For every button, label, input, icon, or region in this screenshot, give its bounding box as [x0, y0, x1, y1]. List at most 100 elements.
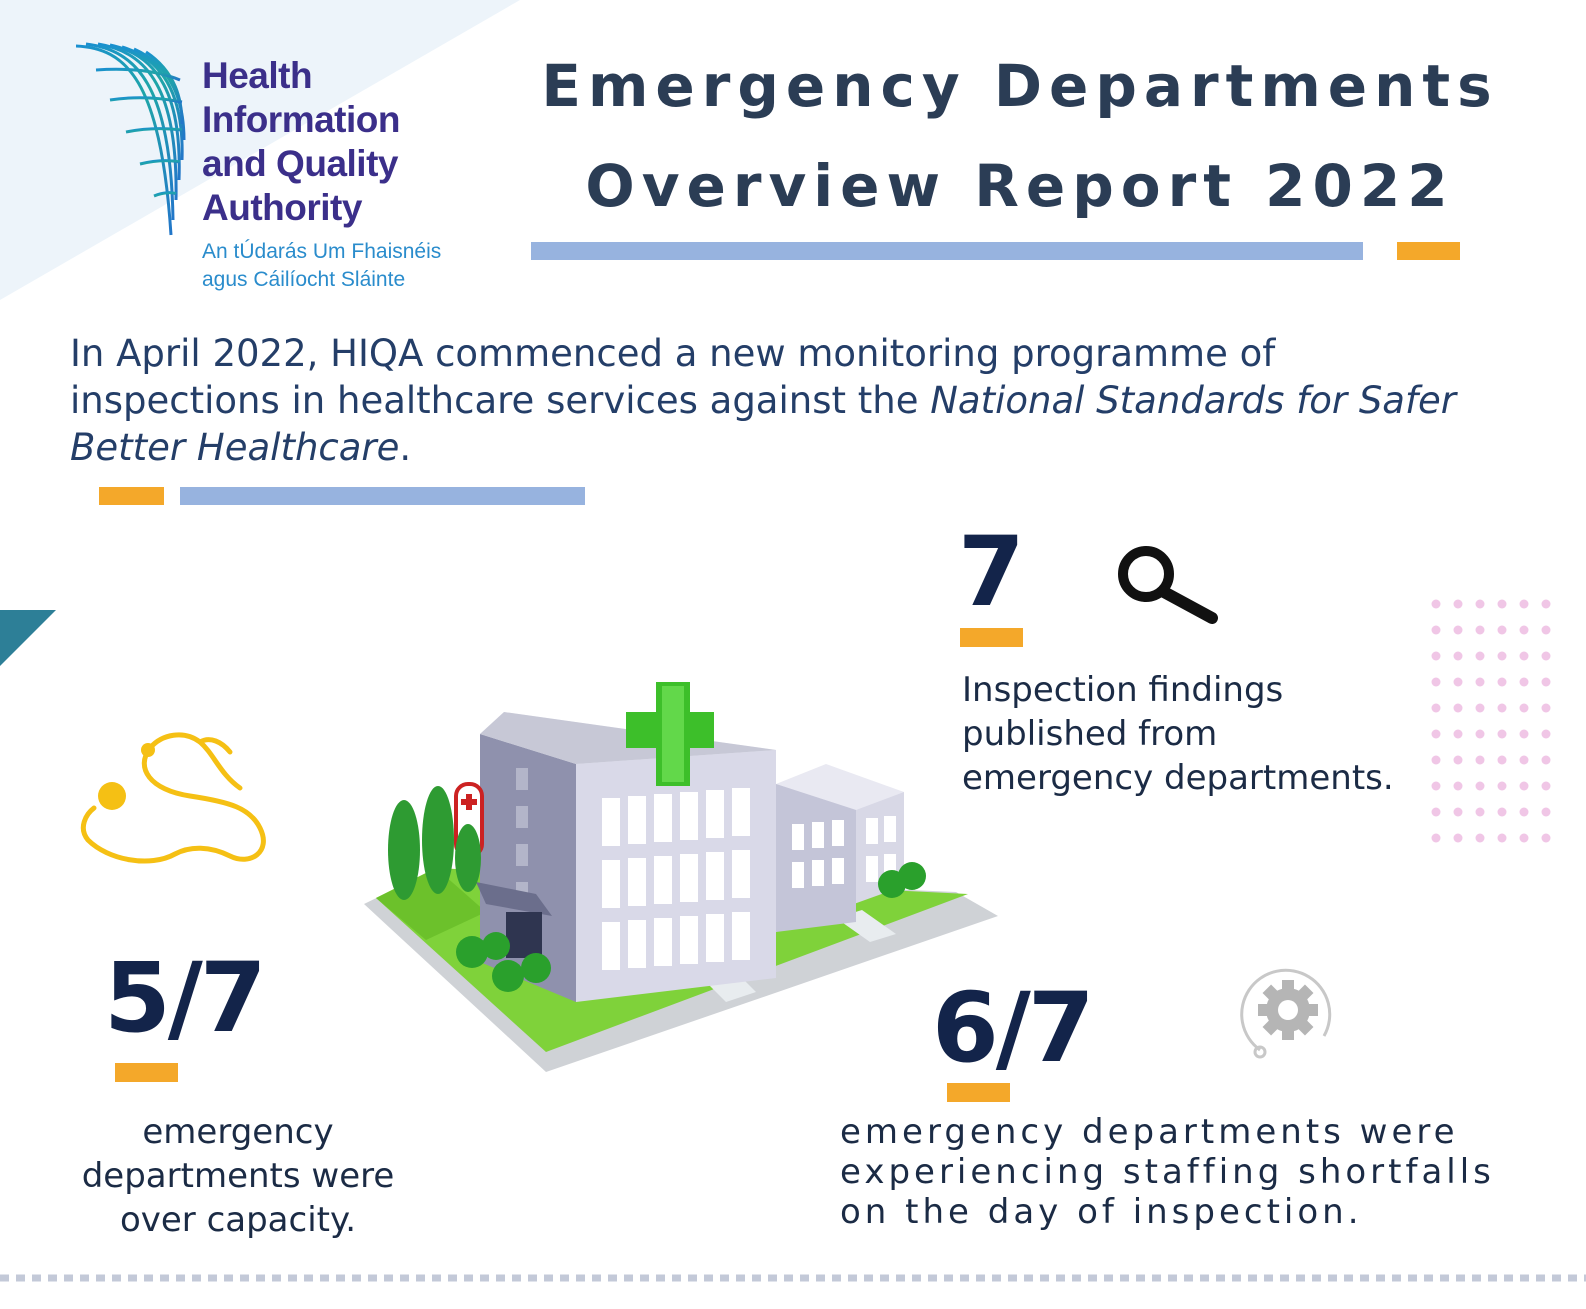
logo-line: and Quality [202, 143, 398, 184]
decorative-dot [1541, 807, 1551, 817]
decorative-triangle [0, 610, 56, 666]
page-title-line-1: Emergency Departments [541, 52, 1499, 120]
logo-line: Health [202, 55, 313, 96]
decorative-dot [1519, 755, 1529, 765]
decorative-dot [1431, 703, 1441, 713]
intro-text: In April 2022, HIQA commenced a new moni… [70, 332, 1276, 422]
decorative-dot [1519, 807, 1529, 817]
decorative-dot [1475, 755, 1485, 765]
magnifying-glass-icon [1118, 546, 1218, 624]
decorative-dot [1453, 677, 1463, 687]
decorative-dot [1475, 625, 1485, 635]
decorative-dot [1519, 703, 1529, 713]
decorative-dot [1453, 625, 1463, 635]
decorative-dot [1475, 807, 1485, 817]
standards-title: National Standards for Safer Better Heal… [70, 379, 1456, 469]
decorative-dot [1497, 833, 1507, 843]
logo-irish-line: An tÚdarás Um Fhaisnéis [202, 240, 442, 263]
logo-wordmark: Health Information and Quality Authority [202, 54, 400, 230]
title-underline-orange [1397, 242, 1460, 260]
page-title-line-2: Overview Report 2022 [585, 152, 1455, 220]
decorative-dot [1519, 781, 1529, 791]
decorative-dot [1541, 755, 1551, 765]
title-underline-blue [531, 242, 1363, 260]
decorative-dot [1497, 781, 1507, 791]
decorative-dot [1475, 599, 1485, 609]
logo-irish-subtitle: An tÚdarás Um Fhaisnéis agus Cáilíocht S… [202, 238, 441, 294]
description-line: on the day of inspection. [840, 1192, 1363, 1232]
logo-line: Authority [202, 187, 362, 228]
description-line: published from [962, 714, 1218, 754]
decorative-dot [1497, 677, 1507, 687]
decorative-dot [1453, 651, 1463, 661]
decorative-dot [1497, 625, 1507, 635]
decorative-dot [1431, 625, 1441, 635]
description-line: emergency departments were [840, 1112, 1459, 1152]
hiqa-logo-mark [76, 42, 186, 236]
decorative-dot [1519, 625, 1529, 635]
decorative-dot [1497, 755, 1507, 765]
decorative-dot [1541, 781, 1551, 791]
inspections-description: Inspection findings published from emerg… [962, 668, 1394, 800]
decorative-dot [1497, 651, 1507, 661]
description-line: emergency [142, 1112, 334, 1152]
decorative-dot [1541, 729, 1551, 739]
description-line: Inspection findings [962, 670, 1284, 710]
decorative-dot [1497, 703, 1507, 713]
decorative-dot [1519, 833, 1529, 843]
decorative-dot [1431, 807, 1441, 817]
staffing-description: emergency departments were experiencing … [840, 1112, 1495, 1232]
decorative-dot [1431, 729, 1441, 739]
background-triangle [0, 0, 520, 300]
decorative-dot [1453, 729, 1463, 739]
description-line: emergency departments. [962, 758, 1394, 798]
decorative-dot [1431, 599, 1441, 609]
decorative-dot [1431, 781, 1441, 791]
decorative-dot [1541, 677, 1551, 687]
decorative-dot [1431, 677, 1441, 687]
decorative-dot [1453, 755, 1463, 765]
intro-text-end: . [399, 426, 412, 469]
staffing-count: 6/7 [932, 972, 1095, 1084]
description-line: over capacity. [119, 1200, 357, 1240]
logo-line: Information [202, 99, 400, 140]
inspections-underline [960, 628, 1023, 647]
decorative-dot [1541, 703, 1551, 713]
description-line: departments were [81, 1156, 395, 1196]
intro-underline-orange [99, 487, 164, 505]
decorative-dot [1519, 599, 1529, 609]
over-capacity-underline [115, 1063, 178, 1082]
hospital-building-illustration [364, 682, 998, 1072]
decorative-dot [1497, 729, 1507, 739]
decorative-dot [1453, 599, 1463, 609]
over-capacity-description: emergency departments were over capacity… [60, 1110, 416, 1242]
decorative-dot [1541, 625, 1551, 635]
gear-icon [1240, 968, 1332, 1059]
inspections-count: 7 [958, 516, 1025, 628]
over-capacity-count: 5/7 [104, 942, 267, 1054]
decorative-dot [1431, 833, 1441, 843]
decorative-dot [1453, 833, 1463, 843]
decorative-dot [1497, 599, 1507, 609]
decorative-dot [1475, 651, 1485, 661]
decorative-dot [1519, 729, 1529, 739]
intro-paragraph: In April 2022, HIQA commenced a new moni… [70, 330, 1490, 471]
decorative-dot [1431, 755, 1441, 765]
decorative-dot [1475, 833, 1485, 843]
logo-irish-line: agus Cáilíocht Sláinte [202, 268, 406, 291]
decorative-dot [1431, 651, 1441, 661]
decorative-dot [1453, 807, 1463, 817]
decorative-dot [1497, 807, 1507, 817]
decorative-dot [1541, 599, 1551, 609]
decorative-dot [1475, 703, 1485, 713]
decorative-dot [1475, 781, 1485, 791]
decorative-dot-grid [1431, 599, 1551, 843]
intro-underline-blue [180, 487, 585, 505]
decorative-dot [1541, 833, 1551, 843]
decorative-dot [1475, 729, 1485, 739]
staffing-underline [947, 1083, 1010, 1102]
decorative-dot [1541, 651, 1551, 661]
stethoscope-icon [80, 732, 266, 864]
decorative-dot [1519, 651, 1529, 661]
decorative-dot [1519, 677, 1529, 687]
